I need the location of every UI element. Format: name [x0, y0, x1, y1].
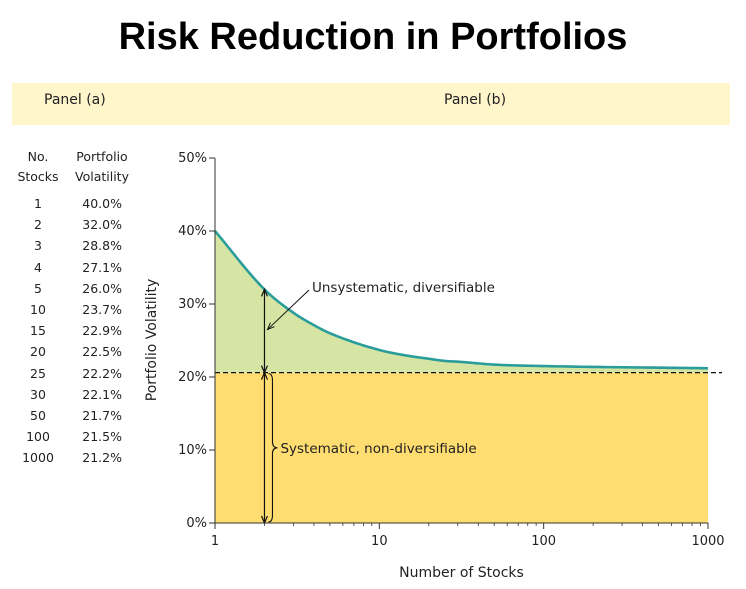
cell-volatility: 21.5% [82, 429, 122, 445]
cell-volatility: 21.2% [82, 450, 122, 466]
x-tick-label: 1 [211, 534, 219, 549]
x-tick-label: 100 [531, 534, 556, 549]
arrow-head-icon [260, 287, 269, 297]
cell-volatility: 22.1% [82, 386, 122, 402]
panel-header-bar [12, 83, 730, 125]
table-row: 15 22.9% [14, 320, 142, 341]
header-no-stocks: No. Stocks [14, 147, 62, 187]
y-tick-label: 0% [186, 516, 207, 531]
table-row: 50 21.7% [14, 405, 142, 426]
table-header-row: No. Stocks Portfolio Volatility [14, 147, 142, 187]
cell-volatility: 40.0% [82, 196, 122, 211]
cell-stocks: 1000 [22, 450, 54, 466]
cell-stocks: 50 [30, 407, 46, 423]
cell-stocks: 25 [30, 365, 46, 381]
cell-stocks: 30 [30, 386, 46, 402]
volatility-curve [214, 230, 709, 370]
panel-a-label: Panel (a) [44, 92, 106, 108]
cell-stocks: 1 [34, 196, 42, 211]
unsystematic-leader-line [267, 289, 310, 330]
arrow-head-icon [260, 371, 269, 380]
table-row: 25 22.2% [14, 363, 142, 384]
cell-stocks: 2 [34, 217, 42, 233]
table-row: 3 28.8% [14, 235, 142, 256]
x-tick-label: 10 [371, 534, 388, 549]
y-tick-label: 50% [178, 151, 207, 166]
cell-stocks: 15 [30, 323, 46, 339]
cell-stocks: 4 [34, 259, 42, 275]
table-row: 10 23.7% [14, 299, 142, 320]
cell-volatility: 22.5% [82, 344, 122, 360]
x-tick-label: 1000 [691, 534, 724, 549]
cell-stocks: 3 [34, 238, 42, 254]
systematic-risk-area [215, 372, 708, 523]
cell-stocks: 100 [26, 429, 50, 445]
cell-volatility: 28.8% [82, 238, 122, 254]
volatility-table: No. Stocks Portfolio Volatility 1 40.0% 2 3… [14, 147, 142, 468]
cell-stocks: 10 [30, 301, 46, 317]
cell-volatility: 21.7% [82, 407, 122, 423]
cell-volatility: 23.7% [82, 301, 122, 317]
table-row: 5 26.0% [14, 278, 142, 299]
cell-volatility: 22.2% [82, 365, 122, 381]
x-axis-title: Number of Stocks [399, 565, 524, 581]
cell-volatility: 26.0% [82, 280, 122, 296]
arrow-head-icon [266, 322, 275, 331]
cell-stocks: 5 [34, 280, 42, 296]
table-row: 2 32.0% [14, 214, 142, 235]
header-portfolio-volatility: Portfolio Volatility [62, 147, 142, 187]
systematic-annotation: Systematic, non-diversifiable [280, 441, 476, 457]
systematic-brace [268, 373, 278, 523]
cell-volatility: 22.9% [82, 323, 122, 339]
header-vol-line2: Volatility [75, 169, 129, 184]
table-row: 4 27.1% [14, 257, 142, 278]
unsystematic-risk-area [215, 231, 708, 373]
header-no-line1: No. [27, 149, 49, 164]
header-vol-line1: Portfolio [76, 149, 128, 164]
cell-stocks: 20 [30, 344, 46, 360]
table-row: 1000 21.2% [14, 447, 142, 468]
header-no-line2: Stocks [17, 169, 59, 184]
table-row: 30 22.1% [14, 384, 142, 405]
table-row: 100 21.5% [14, 426, 142, 447]
panel-b-label: Panel (b) [444, 92, 507, 108]
cell-volatility: 32.0% [82, 217, 122, 233]
y-axis-title: Portfolio Volatility [144, 279, 160, 402]
table-body: 1 40.0% 2 32.0% 3 28.8% 4 27.1% 5 26.0% 10 23.7% 15 2… [14, 193, 142, 468]
y-tick-label: 40% [178, 224, 207, 239]
table-row: 20 22.5% [14, 341, 142, 362]
table-row: 1 40.0% [14, 193, 142, 214]
y-tick-label: 30% [178, 297, 207, 312]
page-title: Risk Reduction in Portfolios [118, 16, 628, 58]
y-tick-label: 10% [178, 443, 207, 458]
y-tick-label: 20% [178, 370, 207, 385]
cell-volatility: 27.1% [82, 259, 122, 275]
unsystematic-annotation: Unsystematic, diversifiable [312, 280, 495, 296]
